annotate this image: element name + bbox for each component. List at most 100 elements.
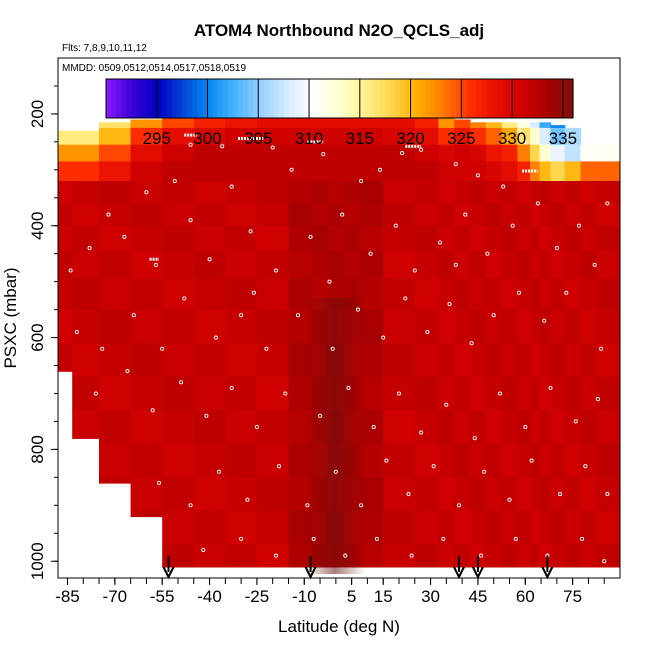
n2o-cell bbox=[596, 443, 620, 478]
n2o-cell bbox=[501, 376, 518, 411]
sample-point bbox=[602, 559, 607, 564]
n2o-cell bbox=[58, 203, 73, 227]
sample-point bbox=[523, 424, 528, 430]
n2o-cell bbox=[193, 510, 226, 545]
n2o-cell bbox=[438, 144, 455, 163]
colorbar-cell bbox=[217, 79, 224, 118]
sample-point bbox=[276, 464, 282, 469]
n2o-cell bbox=[438, 116, 455, 129]
n2o-cell bbox=[596, 309, 620, 344]
colorbar-cell bbox=[501, 79, 508, 118]
n2o-cell bbox=[72, 343, 100, 378]
sample-point bbox=[248, 229, 253, 234]
n2o-cell bbox=[550, 376, 566, 411]
n2o-cell bbox=[517, 122, 531, 129]
colorbar-cell bbox=[283, 79, 290, 118]
sample-point bbox=[321, 152, 326, 157]
n2o-cell bbox=[359, 225, 384, 252]
n2o-cell bbox=[596, 477, 620, 512]
n2o-cell bbox=[550, 510, 566, 545]
colorbar-cell bbox=[314, 79, 320, 118]
n2o-cell bbox=[256, 477, 290, 512]
sample-point bbox=[346, 385, 351, 390]
n2o-cell bbox=[539, 443, 552, 478]
n2o-cell bbox=[454, 225, 471, 252]
n2o-cell bbox=[517, 510, 531, 545]
n2o-cell bbox=[162, 376, 195, 411]
n2o-cell bbox=[193, 144, 226, 163]
n2o-cell bbox=[539, 225, 552, 252]
n2o-cell bbox=[162, 309, 195, 344]
n2o-cell bbox=[359, 250, 384, 280]
sample-point bbox=[68, 268, 73, 273]
n2o-cell bbox=[517, 144, 531, 163]
x-tick-label: -10 bbox=[292, 587, 317, 606]
n2o-cell bbox=[288, 250, 313, 280]
sample-point bbox=[340, 212, 345, 217]
sample-point bbox=[482, 469, 487, 474]
n2o-cell bbox=[539, 127, 552, 146]
n2o-cell bbox=[72, 225, 100, 252]
n2o-cell bbox=[225, 278, 258, 311]
n2o-cell bbox=[327, 161, 345, 182]
colorbar-cell bbox=[339, 79, 346, 118]
n2o-cell bbox=[438, 544, 455, 568]
colorbar-cell bbox=[557, 79, 564, 118]
sample-point bbox=[444, 402, 449, 407]
n2o-cell bbox=[550, 443, 566, 478]
n2o-cell bbox=[256, 278, 290, 311]
sample-point bbox=[523, 139, 528, 144]
sample-point bbox=[507, 497, 512, 502]
n2o-cell bbox=[383, 477, 416, 512]
colorbar-cell bbox=[395, 79, 402, 118]
sample-point bbox=[106, 212, 111, 217]
n2o-cell bbox=[327, 203, 345, 227]
sample-point bbox=[573, 419, 578, 424]
colorbar-cell bbox=[456, 79, 462, 118]
n2o-cell bbox=[193, 410, 226, 445]
n2o-cell bbox=[414, 443, 440, 478]
colorbar-cell bbox=[349, 79, 356, 118]
n2o-cell bbox=[580, 443, 597, 478]
n2o-cell bbox=[288, 181, 313, 204]
n2o-cell bbox=[517, 250, 531, 280]
colorbar-cell bbox=[324, 79, 330, 118]
sample-point bbox=[254, 424, 259, 430]
n2o-cell bbox=[58, 144, 73, 163]
sample-point bbox=[419, 147, 424, 152]
n2o-cell bbox=[58, 278, 73, 311]
sample-point bbox=[327, 279, 332, 284]
n2o-cell bbox=[312, 250, 329, 280]
x-tick-label: 5 bbox=[347, 587, 356, 606]
n2o-cell bbox=[162, 161, 195, 182]
n2o-cell bbox=[596, 161, 620, 182]
sample-point bbox=[125, 369, 130, 374]
sample-point bbox=[368, 251, 373, 256]
sample-point bbox=[535, 201, 540, 206]
n2o-cell bbox=[383, 309, 416, 344]
sample-point bbox=[74, 329, 79, 335]
n2o-cell bbox=[454, 250, 471, 280]
n2o-cell bbox=[485, 309, 503, 344]
n2o-cell bbox=[454, 376, 471, 411]
n2o-cell bbox=[414, 225, 440, 252]
n2o-cell bbox=[383, 161, 416, 182]
n2o-cell bbox=[564, 544, 582, 568]
n2o-cell bbox=[539, 477, 552, 512]
n2o-cell bbox=[162, 127, 195, 146]
sample-point bbox=[220, 144, 225, 149]
n2o-cell bbox=[539, 161, 552, 182]
n2o-cell bbox=[596, 250, 620, 280]
sample-point bbox=[409, 553, 414, 558]
n2o-cell bbox=[580, 510, 597, 545]
n2o-cell bbox=[383, 443, 416, 478]
n2o-cell bbox=[596, 203, 620, 227]
n2o-cell bbox=[438, 225, 455, 252]
n2o-cell bbox=[530, 443, 541, 478]
colorbar-cell bbox=[212, 79, 219, 118]
colorbar-cell bbox=[380, 79, 386, 118]
colorbar-cell bbox=[390, 79, 396, 118]
n2o-cell bbox=[312, 127, 329, 146]
n2o-cell bbox=[256, 181, 290, 204]
n2o-cell bbox=[130, 309, 163, 344]
